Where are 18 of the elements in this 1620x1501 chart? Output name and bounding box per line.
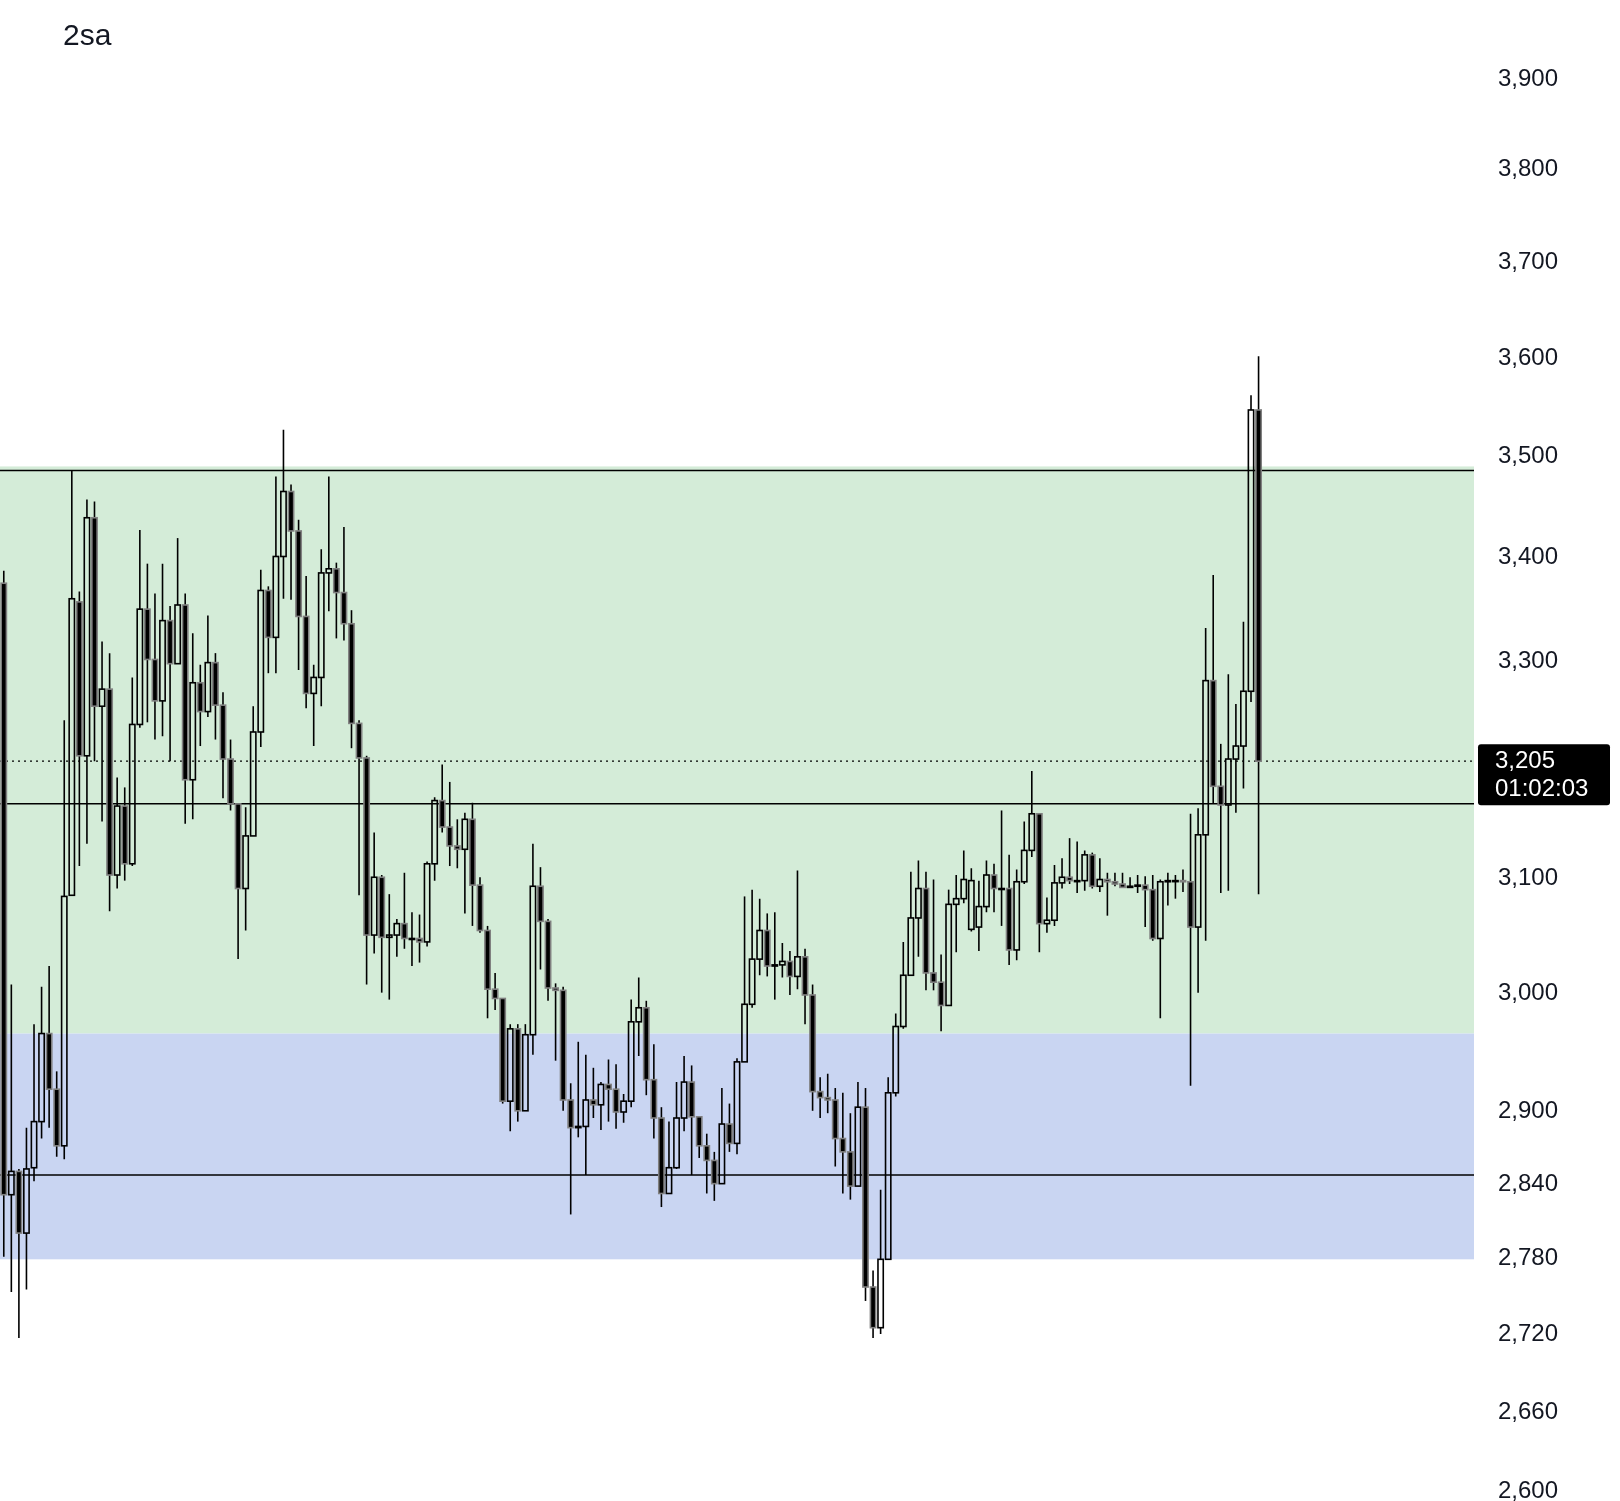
y-tick-label: 2,600 [1497,1476,1559,1501]
y-tick-label: 3,300 [1497,645,1559,673]
y-tick-label: 2,900 [1497,1095,1559,1123]
y-tick-label: 3,600 [1497,342,1559,370]
y-tick-label: 3,900 [1497,63,1559,91]
y-tick-label: 3,100 [1497,863,1559,891]
ref-line-label: 3,205 [1495,745,1556,773]
y-tick-label: 3,000 [1497,977,1559,1005]
y-tick-label: 2,660 [1497,1396,1559,1424]
text: 01:02:03 [1495,773,1589,801]
y-tick-label: 3,800 [1497,154,1559,182]
y-tick-label: 3,700 [1497,247,1559,275]
y-tick-label: 3,500 [1497,440,1559,468]
y-tick-label: 2,780 [1497,1242,1559,1270]
y-tick-label: 3,400 [1497,541,1559,569]
chart-title: 2sa [63,18,112,51]
y-tick-label: 2,720 [1497,1319,1559,1346]
y-tick-label: 2,840 [1497,1168,1559,1196]
